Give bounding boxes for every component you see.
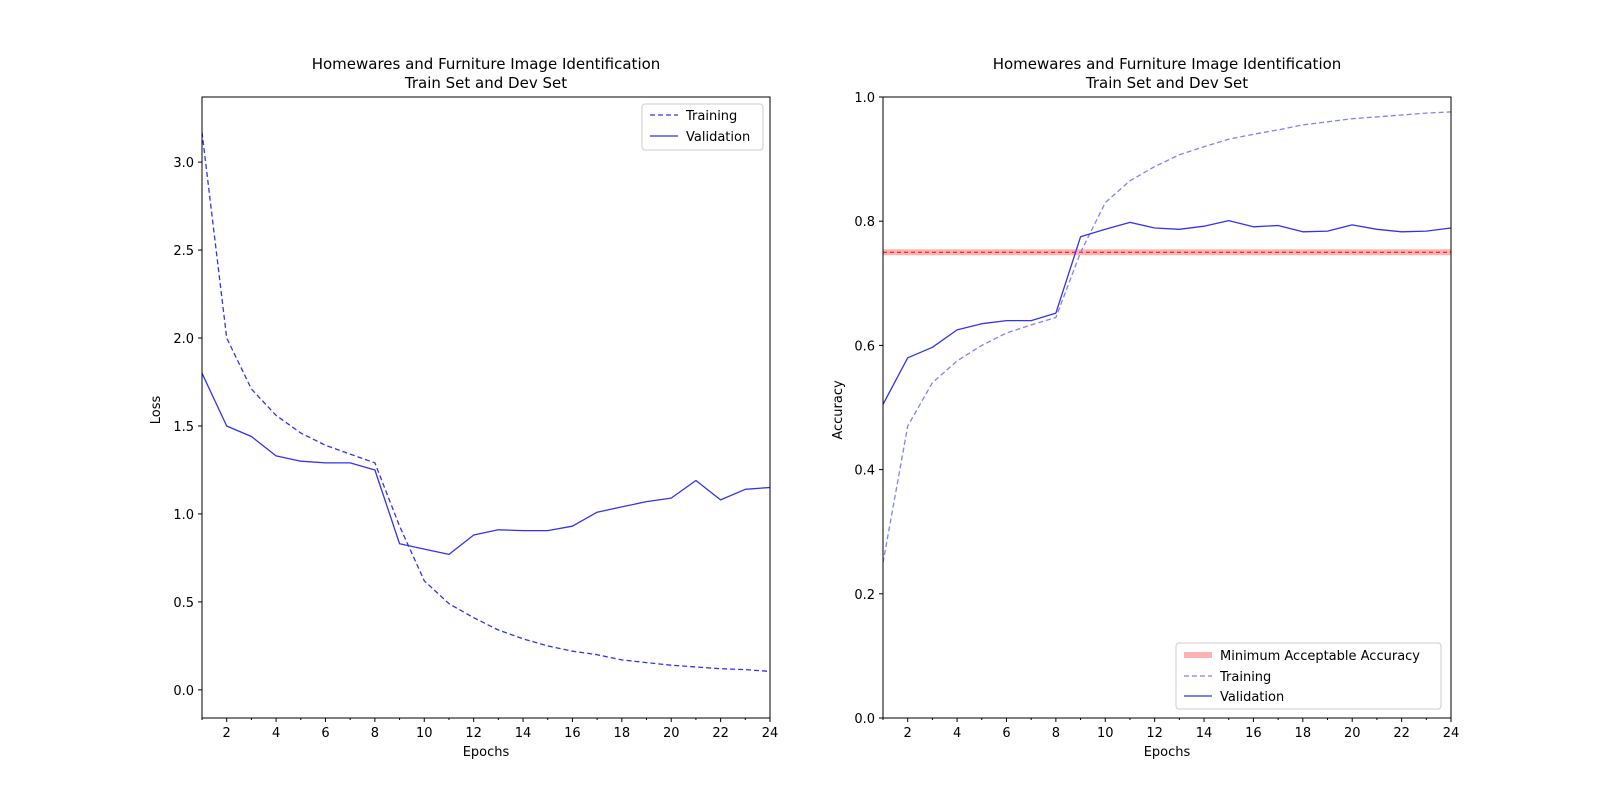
x-tick-label: 16 xyxy=(1245,726,1262,741)
x-tick-label: 6 xyxy=(1002,726,1010,741)
x-axis-label: Epochs xyxy=(1144,745,1191,760)
x-tick-label: 8 xyxy=(371,726,379,741)
chart-title-line-1: Homewares and Furniture Image Identifica… xyxy=(312,55,661,73)
x-tick-label: 8 xyxy=(1052,726,1060,741)
x-tick-label: 22 xyxy=(712,726,729,741)
accuracy-chart: Homewares and Furniture Image Identifica… xyxy=(831,55,1459,760)
y-tick-label: 0.0 xyxy=(854,712,875,727)
legend: Training Validation xyxy=(642,104,763,150)
y-axis-label: Loss xyxy=(149,396,164,425)
chart-title-line-2: Train Set and Dev Set xyxy=(404,74,567,92)
series-line-validation xyxy=(202,373,770,554)
y-tick-label: 3.0 xyxy=(173,156,194,171)
x-tick-label: 14 xyxy=(515,726,532,741)
x-tick-label: 12 xyxy=(1146,726,1163,741)
y-tick-label: 0.8 xyxy=(854,215,875,230)
y-tick-label: 0.2 xyxy=(854,588,875,603)
chart-title-line-2: Train Set and Dev Set xyxy=(1085,74,1248,92)
y-tick-label: 0.6 xyxy=(854,339,875,354)
series-line-training xyxy=(202,132,770,671)
series-group xyxy=(883,112,1451,563)
x-tick-label: 18 xyxy=(614,726,631,741)
legend-label-validation: Validation xyxy=(1220,690,1284,705)
y-tick-label: 0.0 xyxy=(173,684,194,699)
x-tick-label: 18 xyxy=(1295,726,1312,741)
x-tick-label: 6 xyxy=(321,726,329,741)
x-tick-label: 16 xyxy=(564,726,581,741)
series-line-training xyxy=(883,112,1451,563)
x-tick-label: 24 xyxy=(1443,726,1460,741)
x-tick-label: 14 xyxy=(1196,726,1213,741)
x-tick-label: 2 xyxy=(904,726,912,741)
y-tick-label: 1.0 xyxy=(173,508,194,523)
x-tick-label: 12 xyxy=(465,726,482,741)
x-tick-label: 24 xyxy=(762,726,779,741)
x-axis-label: Epochs xyxy=(463,745,510,760)
y-tick-label: 1.0 xyxy=(854,91,875,106)
series-group xyxy=(202,132,770,671)
x-tick-label: 22 xyxy=(1393,726,1410,741)
loss-chart: Homewares and Furniture Image Identifica… xyxy=(149,55,778,760)
x-tick-label: 2 xyxy=(223,726,231,741)
y-tick-label: 2.5 xyxy=(173,244,194,259)
legend: Minimum Acceptable Accuracy Training Val… xyxy=(1176,643,1441,709)
x-tick-label: 20 xyxy=(663,726,680,741)
series-line-validation xyxy=(883,221,1451,405)
axes-frame xyxy=(202,97,770,718)
x-tick-label: 4 xyxy=(272,726,280,741)
x-tick-label: 4 xyxy=(953,726,961,741)
legend-label-training: Training xyxy=(1219,670,1271,685)
y-tick-label: 0.5 xyxy=(173,596,194,611)
x-tick-label: 20 xyxy=(1344,726,1361,741)
x-tick-label: 10 xyxy=(1097,726,1114,741)
plot-marks: 2 4 6 8 10 12 14 16 18 20 22 240.00.51.01.52.02.53.… xyxy=(173,97,778,741)
chart-title: Homewares and Furniture Image Identifica… xyxy=(312,55,661,92)
axes-frame xyxy=(883,97,1451,718)
y-tick-label: 1.5 xyxy=(173,420,194,435)
legend-label-training: Training xyxy=(685,109,737,124)
chart-title-line-1: Homewares and Furniture Image Identifica… xyxy=(993,55,1342,73)
legend-label-validation: Validation xyxy=(686,130,750,145)
x-tick-label: 10 xyxy=(416,726,433,741)
y-tick-label: 0.4 xyxy=(854,464,875,479)
y-tick-label: 2.0 xyxy=(173,332,194,347)
chart-title: Homewares and Furniture Image Identifica… xyxy=(993,55,1342,92)
legend-label-min-accuracy: Minimum Acceptable Accuracy xyxy=(1220,649,1420,664)
y-axis-label: Accuracy xyxy=(831,380,846,440)
